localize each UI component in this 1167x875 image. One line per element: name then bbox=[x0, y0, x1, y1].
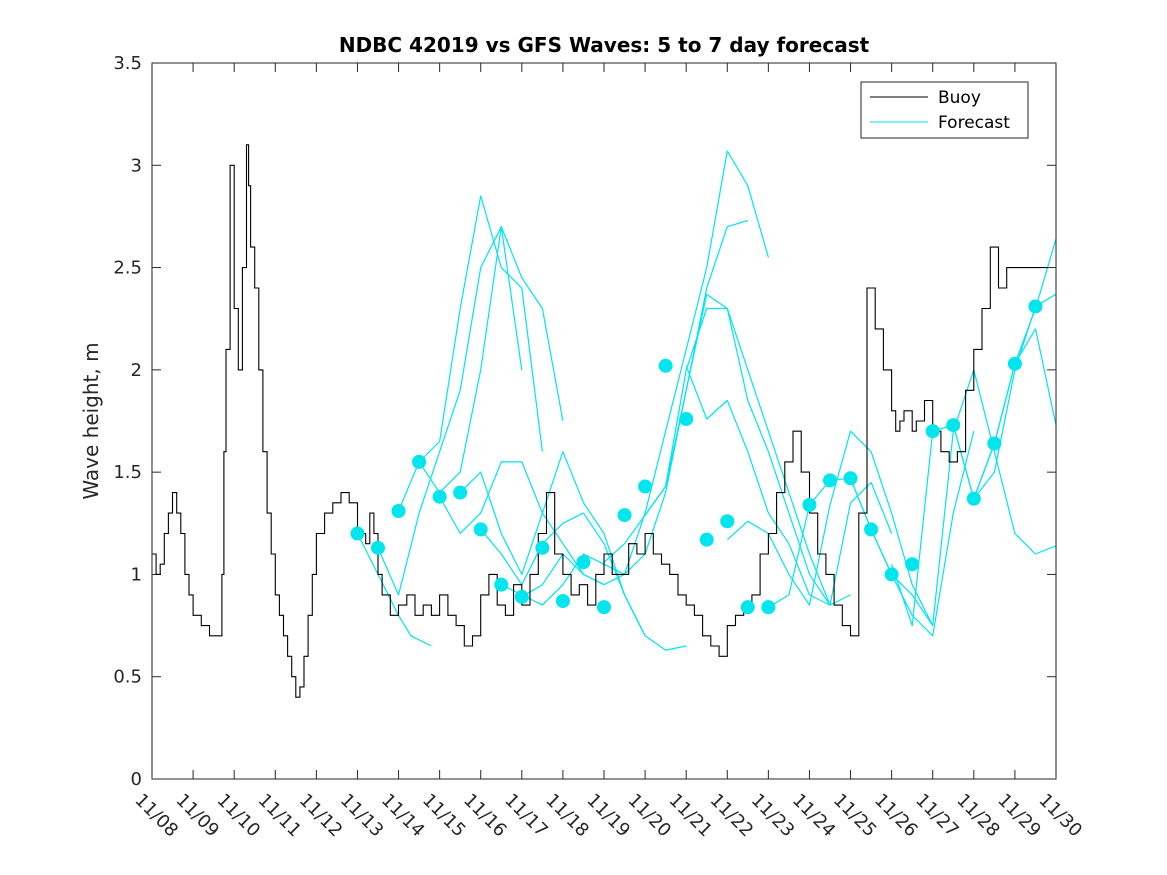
x-tick-labels: 11/0811/0911/1011/1111/1211/1311/1411/15… bbox=[130, 790, 1086, 842]
legend-label-buoy: Buoy bbox=[938, 88, 981, 108]
forecast-marker bbox=[576, 555, 591, 570]
forecast-marker bbox=[823, 473, 837, 488]
forecast-series-line bbox=[726, 430, 934, 626]
forecast-series-line bbox=[418, 226, 564, 494]
forecast-series-line bbox=[603, 307, 831, 606]
forecast-markers-group bbox=[350, 299, 1043, 615]
x-tick-label: 11/13 bbox=[336, 790, 388, 842]
legend-label-forecast: Forecast bbox=[938, 113, 1010, 133]
axis-ticks bbox=[151, 62, 1057, 780]
x-tick-label: 11/20 bbox=[624, 790, 676, 842]
forecast-marker bbox=[925, 424, 940, 439]
forecast-marker bbox=[514, 589, 529, 604]
x-tick-label: 11/19 bbox=[582, 790, 634, 842]
buoy-series-line bbox=[152, 144, 1048, 698]
forecast-marker bbox=[371, 540, 385, 555]
forecast-marker bbox=[473, 522, 488, 537]
x-tick-label: 11/21 bbox=[665, 790, 717, 842]
forecast-marker bbox=[679, 411, 694, 426]
x-tick-label: 11/08 bbox=[130, 790, 182, 842]
forecast-series-line bbox=[459, 451, 646, 637]
forecast-marker bbox=[658, 358, 673, 373]
y-tick-labels: 0 0.5 1 1.5 2 2.5 3 3.5 bbox=[113, 53, 142, 790]
forecast-marker bbox=[966, 491, 981, 506]
y-axis-label: Wave height, m bbox=[79, 342, 103, 499]
forecast-marker bbox=[494, 577, 509, 592]
y-tick-label: 2 bbox=[131, 360, 142, 381]
forecast-marker bbox=[412, 454, 427, 469]
forecast-marker bbox=[802, 497, 817, 512]
forecast-marker bbox=[350, 526, 365, 541]
forecast-marker bbox=[761, 600, 776, 615]
plot-area bbox=[152, 63, 1056, 779]
x-tick-label: 11/27 bbox=[911, 790, 963, 842]
x-tick-label: 11/14 bbox=[377, 790, 429, 842]
forecast-marker bbox=[843, 471, 858, 486]
forecast-marker bbox=[1007, 356, 1022, 371]
x-tick-label: 11/17 bbox=[500, 790, 552, 842]
x-tick-label: 11/26 bbox=[870, 790, 922, 842]
forecast-marker bbox=[1028, 299, 1043, 314]
x-tick-label: 11/25 bbox=[829, 790, 881, 842]
forecast-marker bbox=[720, 514, 735, 529]
x-tick-label: 11/29 bbox=[993, 790, 1045, 842]
y-tick-label: 1.5 bbox=[113, 462, 142, 483]
y-tick-label: 3.5 bbox=[113, 53, 142, 74]
forecast-marker bbox=[905, 557, 920, 572]
forecast-marker bbox=[638, 479, 653, 494]
buoy-series-group bbox=[152, 144, 1048, 698]
y-tick-label: 1 bbox=[131, 564, 142, 585]
y-tick-label: 0.5 bbox=[113, 667, 142, 688]
forecast-marker bbox=[617, 508, 632, 523]
forecast-series-line bbox=[644, 293, 851, 606]
x-tick-label: 11/24 bbox=[788, 790, 840, 842]
axes-box bbox=[151, 62, 1057, 780]
x-tick-label: 11/10 bbox=[213, 790, 265, 842]
x-tick-label: 11/23 bbox=[747, 790, 799, 842]
y-tick-label: 0 bbox=[131, 769, 142, 790]
forecast-series-line bbox=[480, 512, 687, 651]
forecast-marker bbox=[555, 594, 570, 609]
forecast-marker bbox=[884, 567, 899, 582]
forecast-marker bbox=[987, 436, 1002, 451]
forecast-marker bbox=[597, 600, 611, 615]
x-tick-label: 11/18 bbox=[541, 790, 593, 842]
forecast-marker bbox=[391, 504, 406, 519]
forecast-marker bbox=[535, 540, 550, 555]
y-tick-label: 2.5 bbox=[113, 258, 142, 279]
forecast-marker bbox=[946, 418, 961, 433]
legend-box bbox=[860, 81, 1029, 139]
x-tick-label: 11/09 bbox=[172, 790, 224, 842]
x-tick-label: 11/11 bbox=[254, 790, 306, 842]
forecast-marker bbox=[453, 485, 468, 500]
x-tick-label: 11/30 bbox=[1034, 790, 1086, 842]
chart-title: NDBC 42019 vs GFS Waves: 5 to 7 day fore… bbox=[339, 33, 870, 57]
forecast-marker bbox=[864, 522, 879, 537]
x-tick-label: 11/28 bbox=[952, 790, 1004, 842]
x-tick-label: 11/22 bbox=[706, 790, 758, 842]
legend: Buoy Forecast bbox=[860, 81, 1029, 139]
forecast-marker bbox=[740, 600, 755, 615]
forecast-marker bbox=[699, 532, 714, 547]
forecast-series-line bbox=[377, 226, 523, 596]
x-tick-label: 11/16 bbox=[459, 790, 511, 842]
x-tick-label: 11/12 bbox=[295, 790, 347, 842]
y-tick-label: 3 bbox=[131, 155, 142, 176]
forecast-marker bbox=[432, 489, 447, 504]
x-tick-label: 11/15 bbox=[418, 790, 470, 842]
